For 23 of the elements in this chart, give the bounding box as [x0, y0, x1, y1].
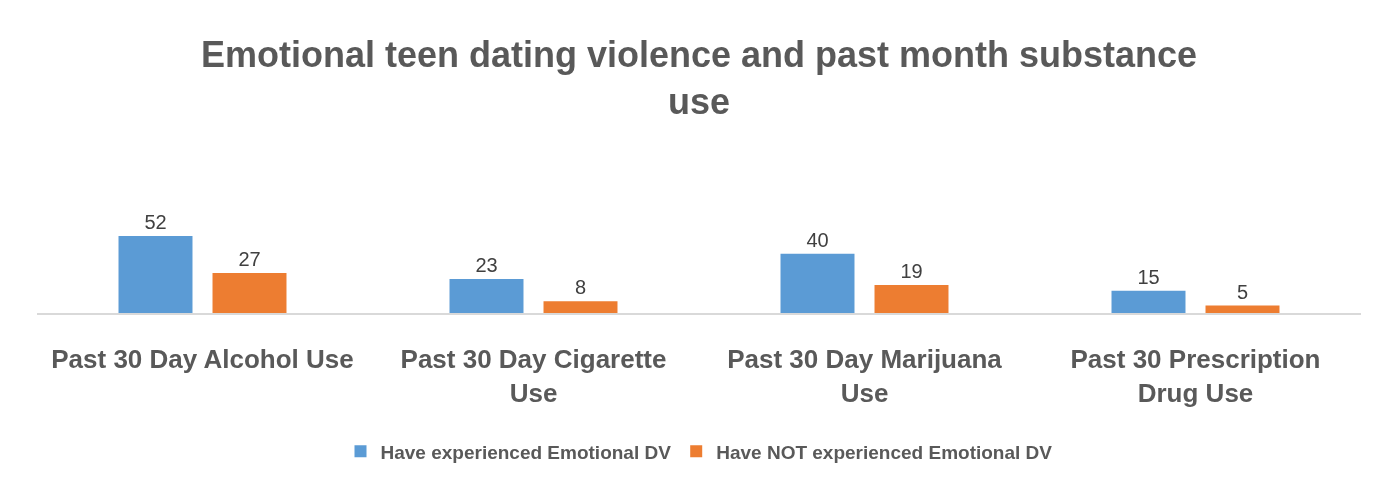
data-label: 27: [238, 248, 261, 271]
bar: [449, 278, 524, 313]
bar: [780, 253, 855, 313]
data-label: 40: [806, 228, 829, 251]
data-label: 23: [475, 253, 498, 276]
legend-label: Have NOT experienced Emotional DV: [716, 441, 1053, 463]
chart-title: Emotional teen dating violence and past month substance use: [200, 34, 1198, 123]
data-label: 52: [144, 211, 167, 234]
x-tick-label: Past 30 Prescription Drug Use: [1070, 343, 1321, 408]
bar: [1111, 290, 1186, 313]
x-tick-label: Past 30 Day Cigarette Use: [400, 343, 667, 408]
data-label: 15: [1137, 265, 1160, 288]
data-label: 8: [574, 276, 587, 299]
x-tick-label: Past 30 Day Alcohol Use: [51, 343, 354, 374]
bar: [874, 284, 949, 313]
data-label: 5: [1236, 280, 1249, 303]
legend-label: Have experienced Emotional DV: [380, 441, 672, 463]
data-label: 19: [900, 259, 923, 282]
bar: [212, 273, 287, 313]
bar: [118, 236, 193, 313]
bar: [1205, 305, 1280, 313]
x-tick-label: Past 30 Day Marijuana Use: [727, 343, 1003, 408]
bar: [543, 301, 618, 313]
